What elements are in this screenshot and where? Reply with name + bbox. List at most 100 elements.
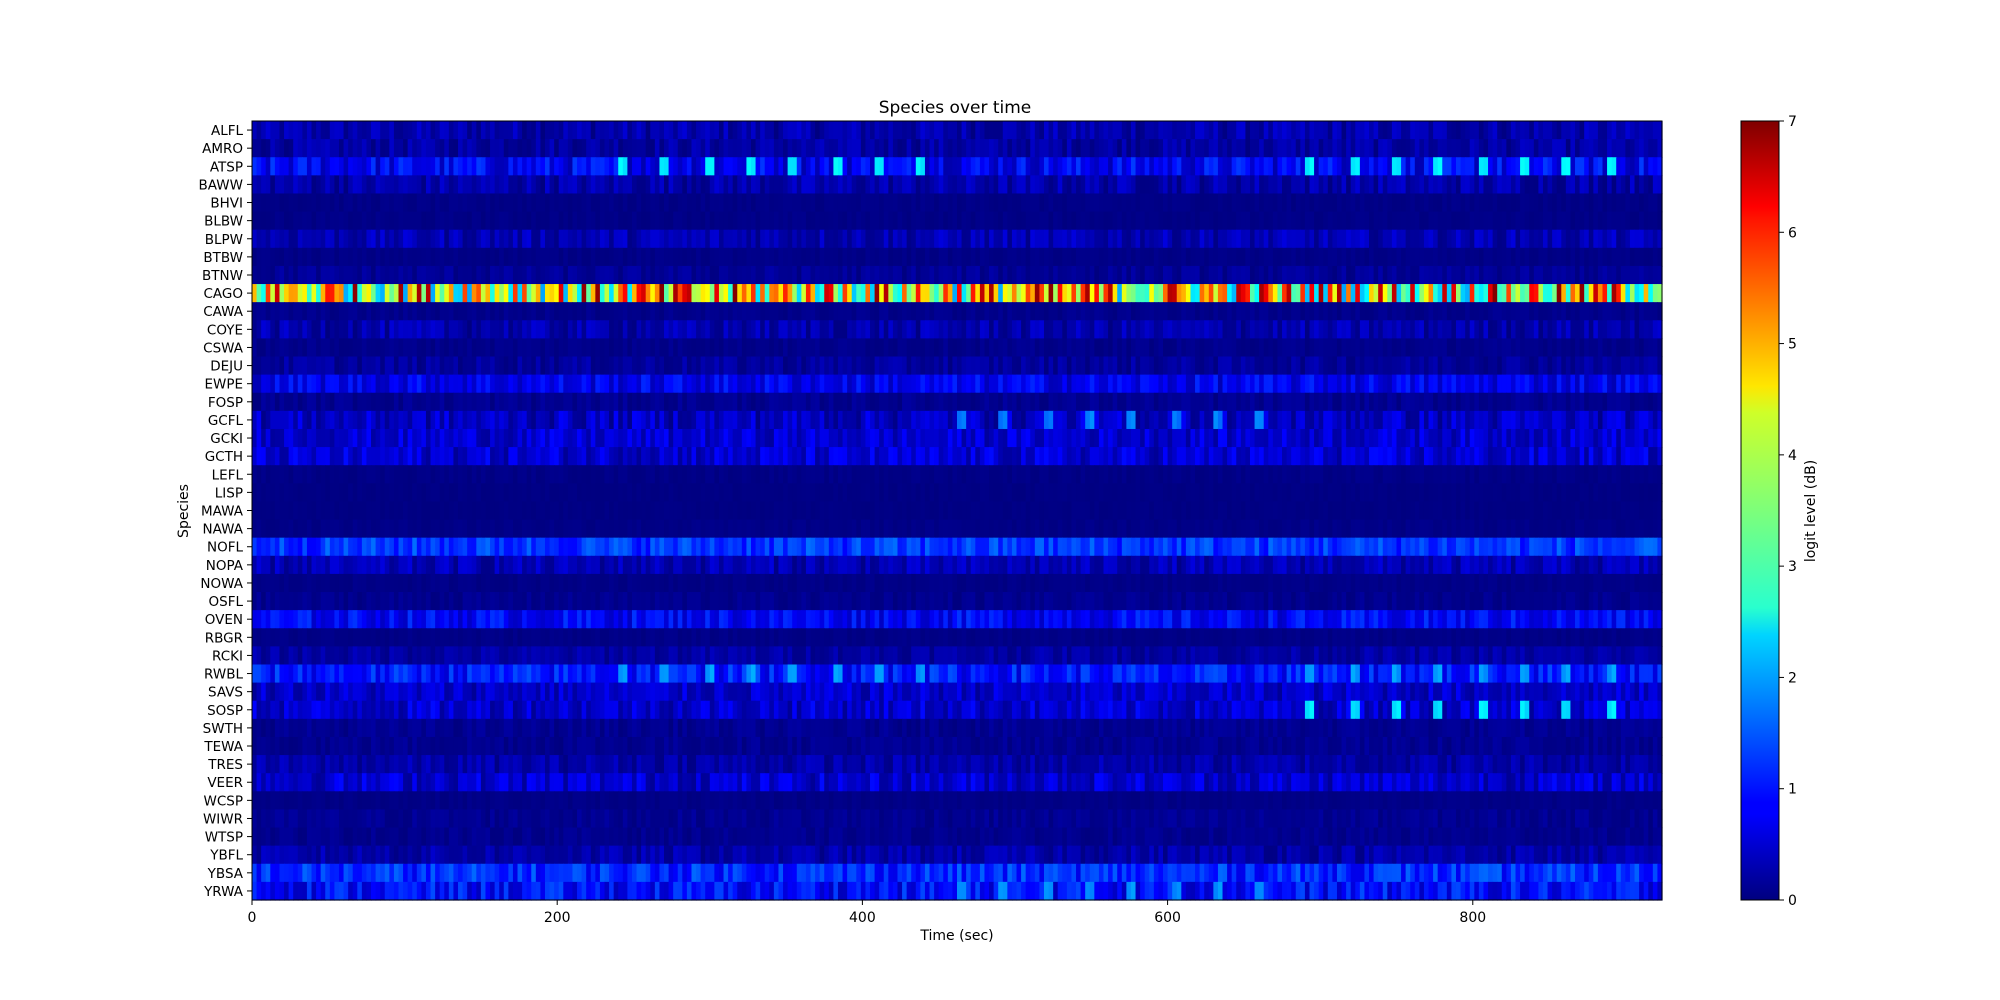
heatmap-cell — [783, 247, 789, 267]
heatmap-cell — [1286, 374, 1292, 394]
heatmap-cell — [851, 139, 857, 158]
heatmap-cell — [824, 392, 830, 412]
heatmap-cell — [1341, 265, 1347, 285]
heatmap-cell — [467, 139, 473, 158]
heatmap-cell — [458, 139, 464, 158]
heatmap-cell — [485, 157, 491, 176]
heatmap-cell — [906, 338, 912, 358]
heatmap-cell — [577, 139, 583, 158]
heatmap-cell — [1648, 193, 1654, 213]
heatmap-cell — [957, 247, 963, 267]
heatmap-cell — [1318, 139, 1324, 158]
heatmap-cell — [1021, 392, 1027, 412]
heatmap-cell — [380, 338, 386, 358]
heatmap-cell — [1515, 139, 1521, 158]
heatmap-cell — [371, 392, 377, 412]
heatmap-cell — [1323, 121, 1329, 140]
heatmap-cell — [494, 175, 500, 195]
heatmap-cell — [590, 392, 596, 412]
heatmap-cell — [906, 139, 912, 158]
heatmap-cell — [1423, 302, 1430, 321]
heatmap-cell — [911, 229, 917, 249]
heatmap-cell — [476, 175, 482, 195]
heatmap-cell — [1607, 121, 1613, 140]
heatmap-cell — [567, 121, 574, 140]
heatmap-cell — [1396, 121, 1402, 140]
heatmap-cell — [558, 410, 564, 430]
heatmap-cell — [1149, 193, 1155, 213]
heatmap-cell — [947, 121, 954, 140]
heatmap-cell — [892, 284, 899, 303]
heatmap-cell — [316, 175, 322, 195]
heatmap-cell — [664, 139, 670, 158]
heatmap-cell — [1034, 374, 1040, 394]
heatmap-cell — [1483, 229, 1489, 249]
heatmap-cell — [480, 247, 487, 267]
heatmap-cell — [270, 338, 276, 358]
heatmap-cell — [554, 211, 560, 231]
heatmap-cell — [1140, 265, 1146, 285]
heatmap-cell — [778, 392, 784, 412]
heatmap-cell — [929, 175, 935, 195]
heatmap-cell — [1181, 157, 1187, 176]
heatmap-cell — [1620, 193, 1626, 213]
heatmap-cell — [805, 157, 812, 176]
heatmap-cell — [325, 229, 331, 249]
heatmap-cell — [352, 247, 358, 267]
heatmap-cell — [1048, 175, 1054, 195]
heatmap-cell — [1382, 392, 1388, 412]
heatmap-cell — [1652, 139, 1659, 158]
heatmap-cell — [375, 356, 381, 376]
heatmap-cell — [494, 284, 500, 303]
heatmap-cell — [783, 356, 789, 376]
heatmap-cell — [924, 139, 931, 158]
heatmap-cell — [1034, 356, 1040, 376]
heatmap-cell — [1295, 374, 1301, 394]
heatmap-cell — [1291, 356, 1297, 376]
heatmap-cell — [1570, 175, 1576, 195]
heatmap-cell — [334, 374, 340, 394]
heatmap-cell — [522, 247, 528, 267]
heatmap-cell — [1579, 211, 1585, 231]
heatmap-cell — [279, 157, 285, 176]
heatmap-cell — [1213, 265, 1219, 285]
heatmap-cell — [1112, 139, 1118, 158]
heatmap-cell — [673, 392, 679, 412]
heatmap-cell — [1039, 374, 1045, 394]
heatmap-cell — [1364, 338, 1370, 358]
heatmap-cell — [1629, 175, 1636, 195]
heatmap-cell — [1355, 157, 1361, 176]
heatmap-cell — [728, 193, 734, 213]
heatmap-cell — [1652, 392, 1659, 412]
heatmap-cell — [1130, 157, 1137, 176]
heatmap-cell — [1011, 175, 1018, 195]
heatmap-cell — [1062, 265, 1068, 285]
heatmap-cell — [929, 193, 935, 213]
heatmap-cell — [700, 229, 706, 249]
heatmap-cell — [1030, 157, 1036, 176]
heatmap-cell — [631, 175, 638, 195]
heatmap-cell — [856, 247, 862, 267]
heatmap-cell — [1332, 284, 1338, 303]
heatmap-cell — [1117, 211, 1123, 231]
heatmap-cell — [920, 229, 926, 249]
heatmap-cell — [1121, 193, 1127, 213]
heatmap-cell — [943, 338, 949, 358]
heatmap-cell — [1602, 193, 1608, 213]
heatmap-cell — [563, 229, 569, 249]
heatmap-cell — [609, 139, 615, 158]
heatmap-cell — [1501, 356, 1507, 376]
heatmap-cell — [1497, 338, 1503, 358]
heatmap-cell — [1602, 211, 1608, 231]
heatmap-cell — [279, 229, 285, 249]
heatmap-cell — [371, 356, 377, 376]
heatmap-cell — [563, 175, 569, 195]
heatmap-cell — [380, 284, 386, 303]
heatmap-cell — [435, 211, 441, 231]
heatmap-cell — [535, 229, 542, 249]
heatmap-cell — [819, 265, 825, 285]
heatmap-cell — [444, 229, 450, 249]
heatmap-cell — [1359, 374, 1366, 394]
heatmap-cell — [750, 229, 757, 249]
heatmap-cell — [453, 265, 459, 285]
